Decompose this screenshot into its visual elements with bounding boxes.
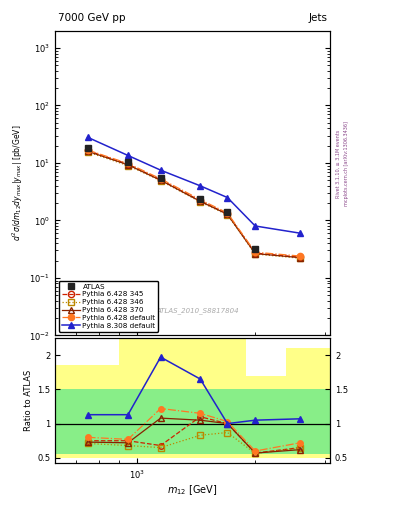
Bar (50, 389, 119, 455)
Pythia 6.428 345 (158, 177, 163, 183)
Pythia 6.428 370 (85, 148, 90, 154)
Bar (286, 348, 336, 458)
Pythia 8.308 default (85, 134, 90, 140)
Pythia 6.428 346 (253, 251, 257, 257)
Pythia 6.428 346 (158, 178, 163, 184)
Bar (50, 366, 119, 458)
Pythia 6.428 default (225, 210, 230, 216)
Line: Pythia 6.428 346: Pythia 6.428 346 (88, 152, 300, 258)
Pythia 6.428 default (253, 249, 257, 255)
Pythia 8.308 default (253, 223, 257, 229)
Text: Rivet 3.1.10, ≥ 3.1M events: Rivet 3.1.10, ≥ 3.1M events (336, 130, 341, 198)
Pythia 8.308 default (225, 195, 230, 201)
Bar (182, 321, 246, 458)
Pythia 6.428 370 (298, 254, 302, 261)
Bar (119, 389, 182, 455)
Text: ATLAS_2010_S8817804: ATLAS_2010_S8817804 (157, 308, 239, 314)
Pythia 6.428 370 (225, 211, 230, 217)
Pythia 8.308 default (298, 230, 302, 236)
Pythia 6.428 370 (253, 250, 257, 257)
Pythia 8.308 default (198, 183, 203, 189)
Bar (182, 389, 246, 455)
Pythia 6.428 370 (158, 177, 163, 183)
Pythia 6.428 default (158, 176, 163, 182)
Pythia 6.428 345 (298, 254, 302, 260)
Pythia 6.428 345 (225, 211, 230, 217)
Bar (246, 389, 286, 455)
Pythia 6.428 345 (126, 161, 130, 167)
Pythia 8.308 default (126, 153, 130, 159)
Pythia 6.428 default (85, 147, 90, 153)
Line: Pythia 6.428 345: Pythia 6.428 345 (88, 151, 300, 257)
Line: Pythia 8.308 default: Pythia 8.308 default (88, 137, 300, 233)
Y-axis label: $d^2\sigma/dm_{12}dy_{max}|y_{max}|$ [pb/GeV]: $d^2\sigma/dm_{12}dy_{max}|y_{max}|$ [pb… (11, 125, 25, 241)
Text: mcplots.cern.ch [arXiv:1306.3436]: mcplots.cern.ch [arXiv:1306.3436] (344, 121, 349, 206)
Pythia 6.428 default (298, 253, 302, 259)
Pythia 6.428 345 (85, 147, 90, 154)
Pythia 6.428 370 (126, 162, 130, 168)
Bar (246, 376, 286, 458)
X-axis label: $m_{12}$ [GeV]: $m_{12}$ [GeV] (167, 483, 218, 497)
Pythia 6.428 default (126, 160, 130, 166)
Pythia 6.428 345 (253, 250, 257, 256)
Line: Pythia 6.428 370: Pythia 6.428 370 (88, 151, 300, 258)
Pythia 8.308 default (158, 167, 163, 173)
Pythia 6.428 346 (225, 212, 230, 218)
Pythia 6.428 345 (198, 198, 203, 204)
Pythia 6.428 346 (126, 162, 130, 168)
Pythia 6.428 346 (198, 199, 203, 205)
Pythia 6.428 346 (298, 255, 302, 261)
Pythia 6.428 346 (85, 149, 90, 155)
Bar (286, 389, 336, 455)
Pythia 6.428 370 (198, 198, 203, 204)
Text: Jets: Jets (309, 13, 327, 23)
Pythia 6.428 default (198, 197, 203, 203)
Text: 7000 GeV pp: 7000 GeV pp (58, 13, 125, 23)
Y-axis label: Ratio to ATLAS: Ratio to ATLAS (24, 370, 33, 431)
Legend: ATLAS, Pythia 6.428 345, Pythia 6.428 346, Pythia 6.428 370, Pythia 6.428 defaul: ATLAS, Pythia 6.428 345, Pythia 6.428 34… (59, 281, 158, 332)
Line: Pythia 6.428 default: Pythia 6.428 default (88, 150, 300, 256)
Bar (119, 321, 182, 458)
